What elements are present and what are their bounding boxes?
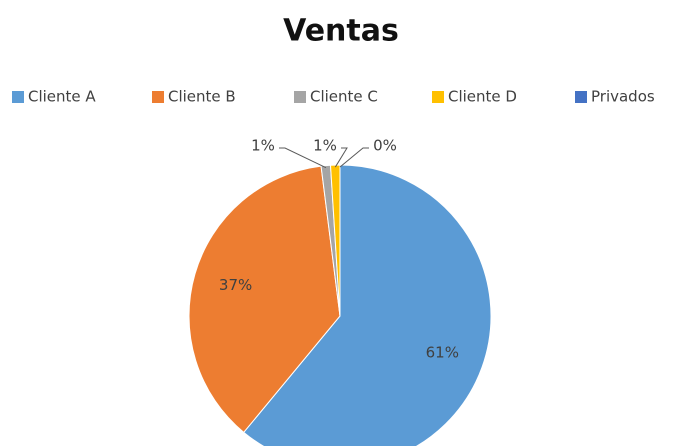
data-label: 61%: [426, 343, 459, 361]
legend-swatch: [575, 91, 587, 103]
chart-title: Ventas: [283, 14, 399, 49]
legend-label: Cliente D: [448, 88, 517, 106]
leader-line: [334, 147, 348, 168]
legend-label: Cliente A: [28, 88, 96, 106]
leader-line: [279, 147, 327, 169]
legend-swatch: [12, 91, 24, 103]
data-label: 37%: [219, 276, 252, 294]
data-label: 1%: [313, 137, 337, 155]
data-label: 1%: [251, 137, 275, 155]
pie-slice: [243, 164, 492, 446]
legend-swatch: [294, 91, 306, 103]
legend-swatch: [152, 91, 164, 103]
legend-swatch: [432, 91, 444, 103]
pie-slice: [188, 165, 341, 434]
legend-label: Privados: [591, 88, 655, 106]
leader-line: [339, 147, 369, 168]
data-label: 0%: [373, 137, 397, 155]
legend-label: Cliente B: [168, 88, 236, 106]
legend-label: Cliente C: [310, 88, 378, 106]
